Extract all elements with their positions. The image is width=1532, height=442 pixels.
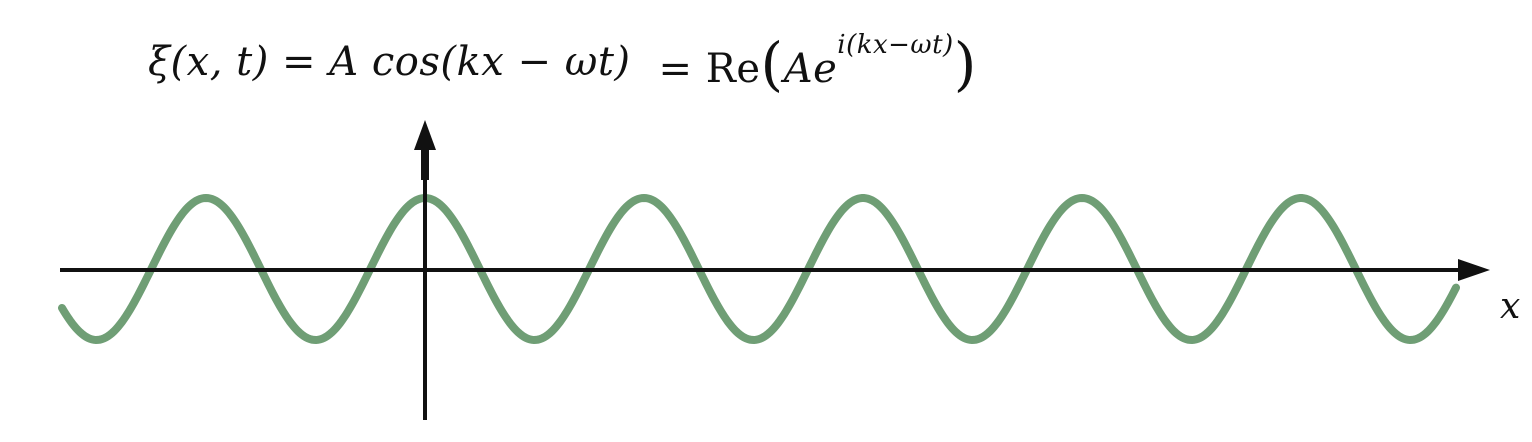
equation-equals: = <box>658 45 706 92</box>
x-axis-label: x <box>1500 286 1521 327</box>
equation-re-operator: Re <box>705 45 761 92</box>
x-axis-arrowhead <box>1458 259 1490 281</box>
y-axis-arrowhead <box>414 120 436 150</box>
equation-exp-base: e <box>813 45 838 92</box>
cosine-wave-curve <box>58 193 1460 344</box>
equation-open-paren: ( <box>760 29 784 98</box>
equation-close-paren: ) <box>953 29 977 98</box>
equation-exponent: i(kx−ωt) <box>837 30 954 61</box>
wave-equation: ξ(x, t) = A cos(kx − ωt) = Re(Aei(kx−ωt)… <box>148 18 977 106</box>
equation-lhs: ξ(x, t) = A cos(kx − ωt) <box>148 39 631 85</box>
equation-amplitude: A <box>783 45 814 92</box>
y-axis-thick-segment <box>421 140 429 180</box>
equation-rhs: = Re(Aei(kx−ωt)) <box>658 29 977 98</box>
